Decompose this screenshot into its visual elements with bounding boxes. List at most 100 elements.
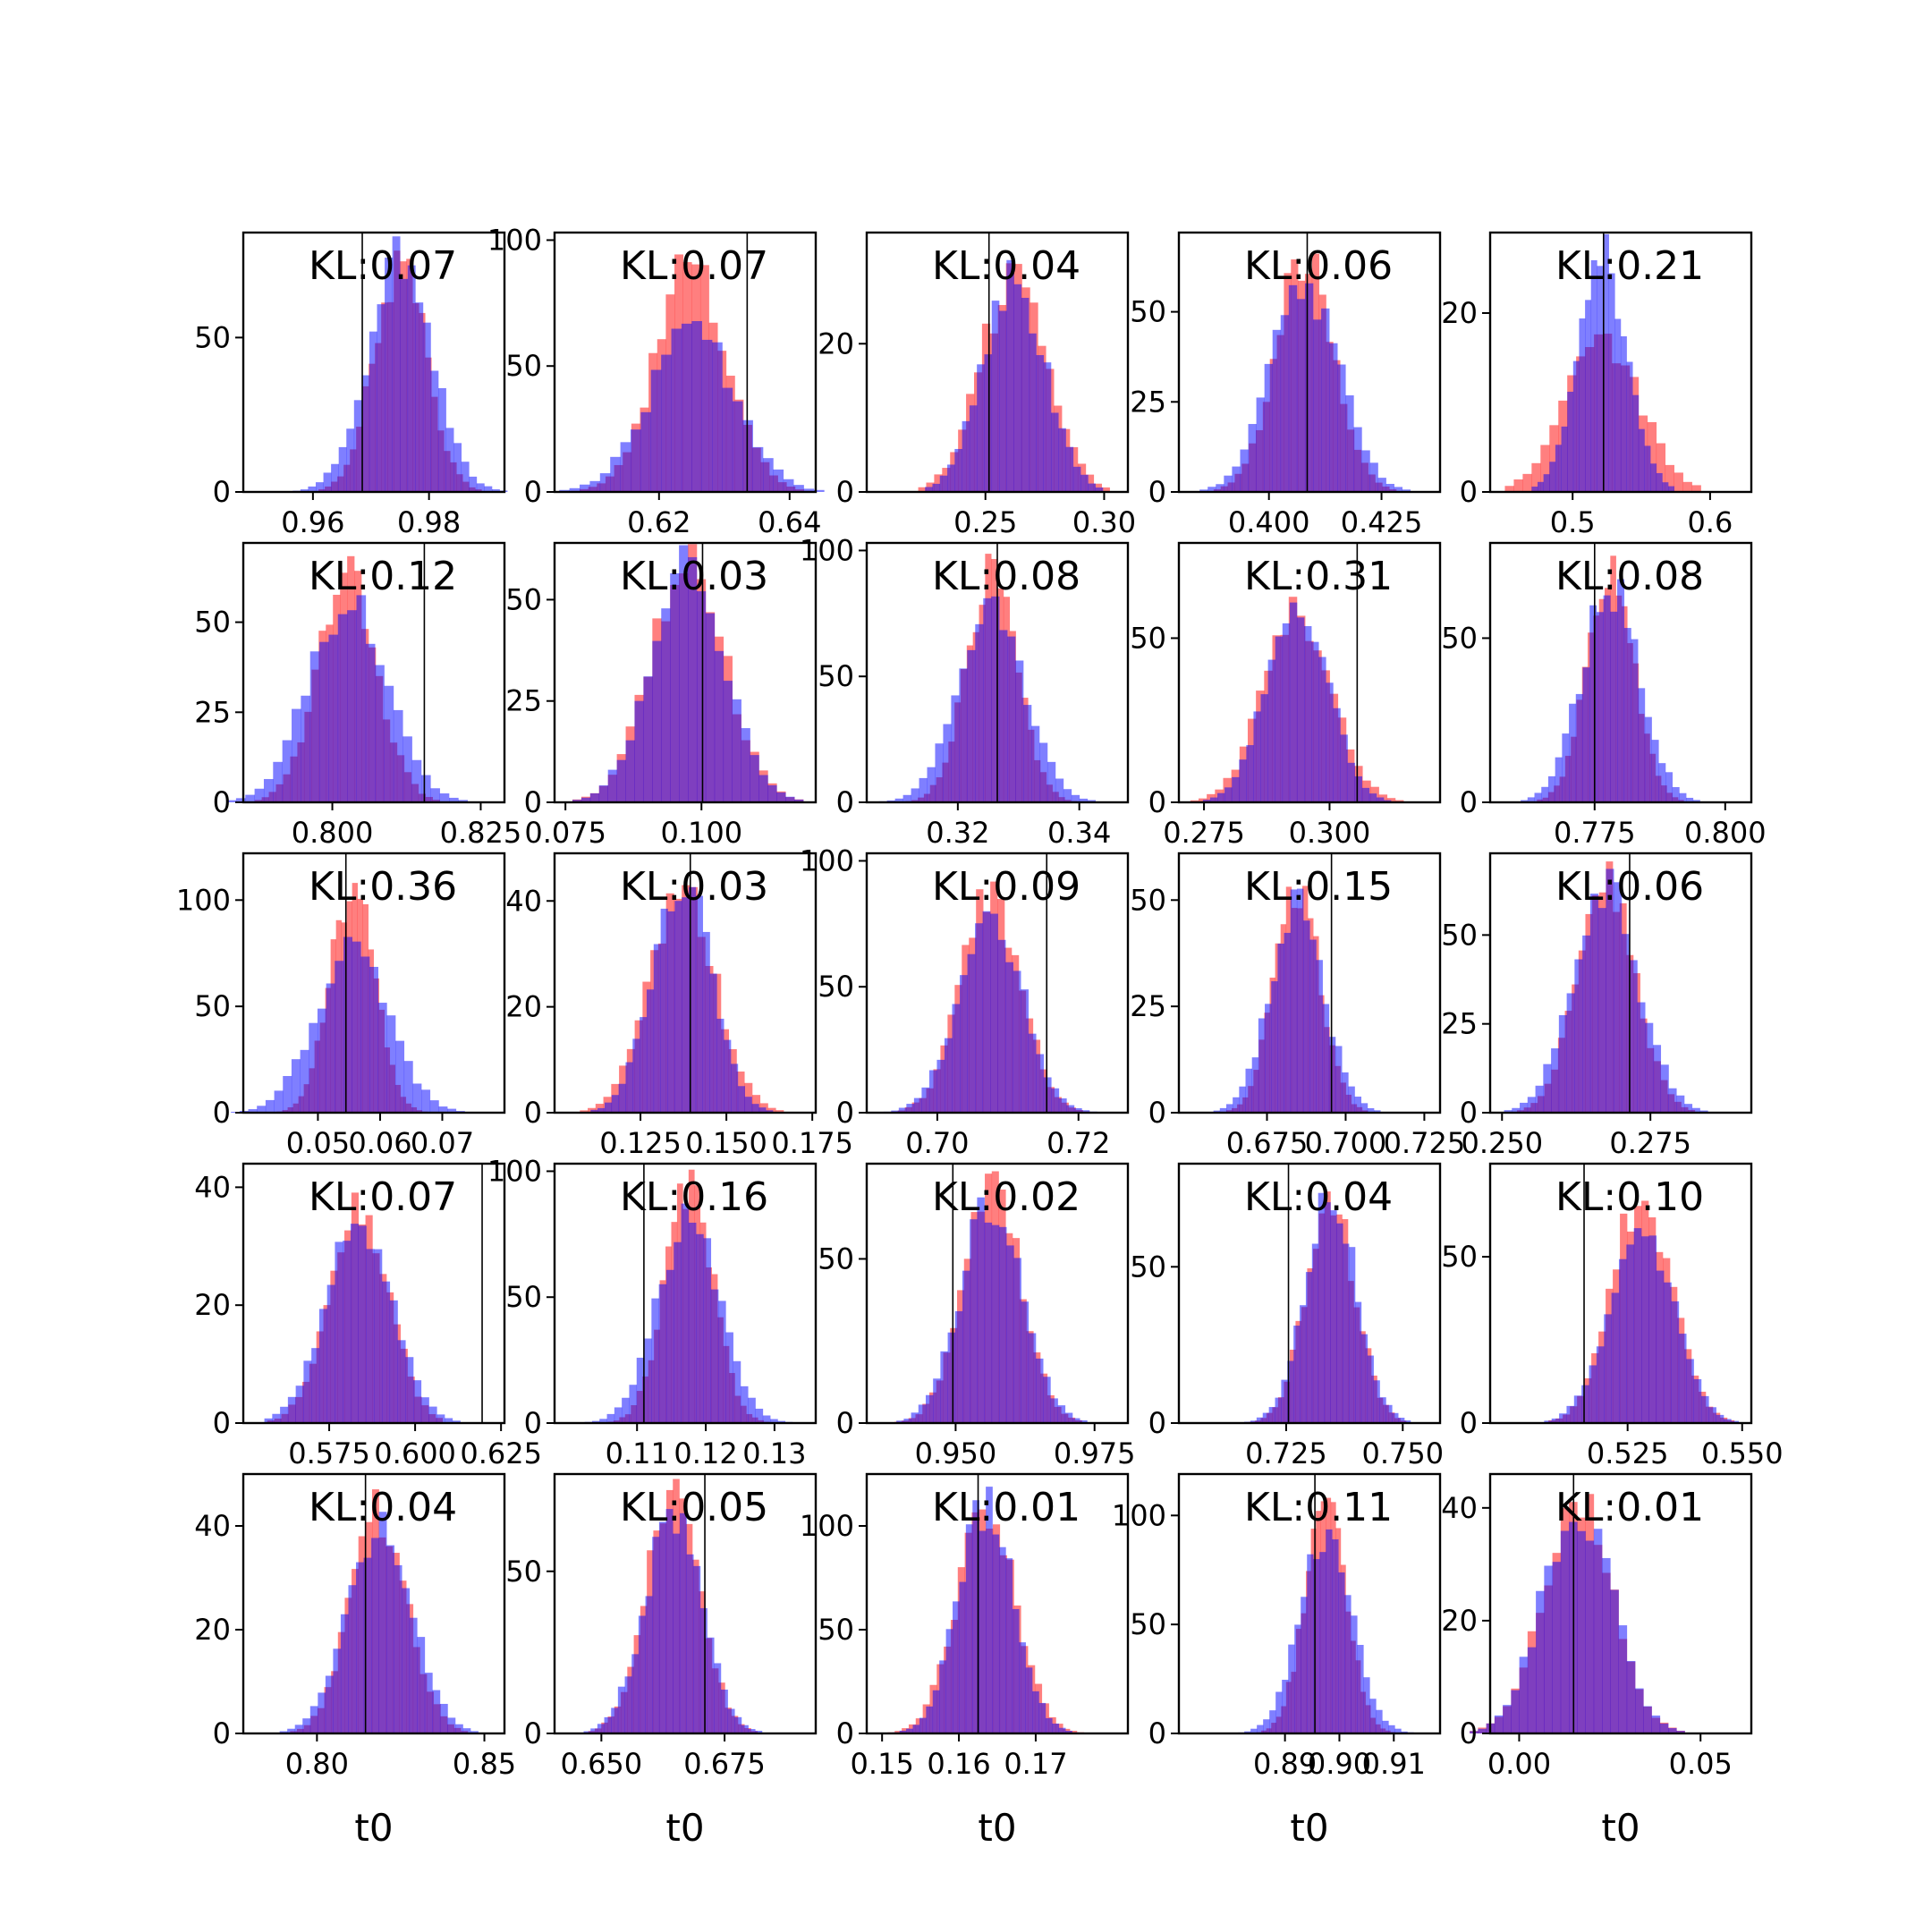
hist-bar-b [1562,733,1570,802]
hist-bar-b [1309,939,1317,1113]
hist-bar-b [1626,361,1633,492]
y-tick-label: 0 [836,785,854,819]
hist-bar-b [696,1233,704,1423]
hist-bar-b [652,640,662,802]
hist-bar-b [667,911,675,1113]
hist-bar-b [458,800,469,802]
hist-bar-b [403,1061,413,1113]
hist-bar-b [604,1102,613,1113]
hist-bar-b [699,1607,708,1733]
axes-frame [1488,541,1753,804]
hist-bar-b [939,1660,946,1733]
hist-bar-b [432,1690,441,1733]
hist-bar-b [1398,1418,1405,1423]
hist-bar-b [714,650,724,802]
hist-bar-b [720,1690,728,1733]
x-tick-label: 0.525 [1587,1436,1669,1470]
hist-bar-b [1597,908,1606,1113]
hist-bar-b [1648,1235,1657,1423]
kl-annotation: KL:0.04 [309,1485,457,1530]
kl-annotation: KL:0.01 [1555,1485,1704,1530]
hist-bar-b [1304,283,1314,492]
hist-bar-b [959,668,968,802]
hist-bar-b [1582,667,1590,802]
hist-bar-b [1043,1377,1051,1423]
kl-annotation: KL:0.12 [309,554,457,599]
hist-bar-b [1684,1104,1693,1113]
x-tick-label: 0.150 [685,1126,767,1160]
hist-bar-b [975,923,983,1113]
hist-bar-b [999,630,1008,802]
y-tick-label: 0 [213,475,231,509]
hist-bar-b [967,953,976,1113]
x-tick-label: 0.075 [524,816,606,850]
x-axis-label: t0 [1601,1806,1640,1850]
kl-annotation: KL:0.03 [620,554,768,599]
hist-bar-b [226,800,237,802]
x-tick-label: 0.06 [348,1126,411,1160]
hist-bar-b [1290,889,1298,1113]
hist-bar-b [960,975,968,1113]
hist-bar-b [1574,959,1583,1113]
y-tick-label: 0 [1460,1716,1478,1750]
y-tick-label: 50 [1441,918,1478,952]
hist-bar-b [273,761,283,802]
hist-bar-b [590,1109,598,1113]
y-tick-label: 25 [505,684,542,718]
hist-bar-b [1610,611,1618,802]
hist-bar-b [803,488,815,492]
hist-bar-b [1618,1625,1628,1733]
hist-bar-b [1658,763,1666,802]
hist-bar-b [935,743,944,802]
y-tick-label: 20 [505,990,542,1024]
hist-bar-b [945,1629,953,1733]
axes-frame [1488,231,1753,494]
hist-bar-b [1072,466,1081,492]
kl-annotation: KL:0.09 [932,864,1080,910]
hist-bar-b [265,1099,275,1113]
hist-bar-b [1272,329,1282,492]
hist-bar-b [317,1008,326,1113]
hist-bar-b [665,1509,674,1733]
y-tick-label: 25 [1441,1007,1478,1041]
hist-bar-b [279,1731,288,1733]
hist-bar-b [1620,336,1627,492]
hist-bar-b [335,1241,343,1423]
hist-bar-b [394,1564,402,1733]
hist-bar-b [932,483,941,492]
hist-bar-b [724,1039,732,1113]
hist-bar-a [894,1731,902,1733]
hist-bar-b [248,1109,258,1113]
y-tick-label: 0 [836,1716,854,1750]
hist-bar-b [1087,800,1097,802]
y-tick-label: 0 [1460,785,1478,819]
y-tick-label: 0 [213,1406,231,1440]
hist-bar-b [610,456,621,492]
hist-bar-b [1281,1379,1288,1423]
hist-bar-b [369,331,377,492]
hist-bar-b [1225,1104,1233,1113]
hist-bar-b [1268,1407,1275,1423]
hist-bar-b [1537,481,1544,492]
x-tick-label: 0.32 [926,816,989,850]
hist-bar-b [1005,962,1013,1113]
hist-bar-b [389,1300,398,1423]
kl-annotation: KL:0.15 [1244,864,1393,910]
y-tick-label: 20 [194,1613,231,1647]
hist-bar-b [674,901,682,1113]
hist-bar-b [1250,1728,1258,1733]
hist-bar-b [1028,1033,1037,1113]
hist-bar-b [1349,1247,1356,1423]
hist-bar-b [1311,641,1319,802]
hist-bar-b [1277,944,1284,1113]
hist-bar-b [1363,1677,1370,1733]
hist-bar-b [951,695,960,802]
x-tick-label: 0.275 [1609,1126,1691,1160]
hist-bar-b [1275,1397,1282,1423]
hist-bar-b [1543,474,1550,492]
x-axis-label: t0 [354,1806,393,1850]
hist-bar-b [1549,462,1556,492]
hist-bar-b [326,1284,335,1423]
hist-bar-b [1567,391,1574,492]
hist-bar-b [335,961,344,1113]
